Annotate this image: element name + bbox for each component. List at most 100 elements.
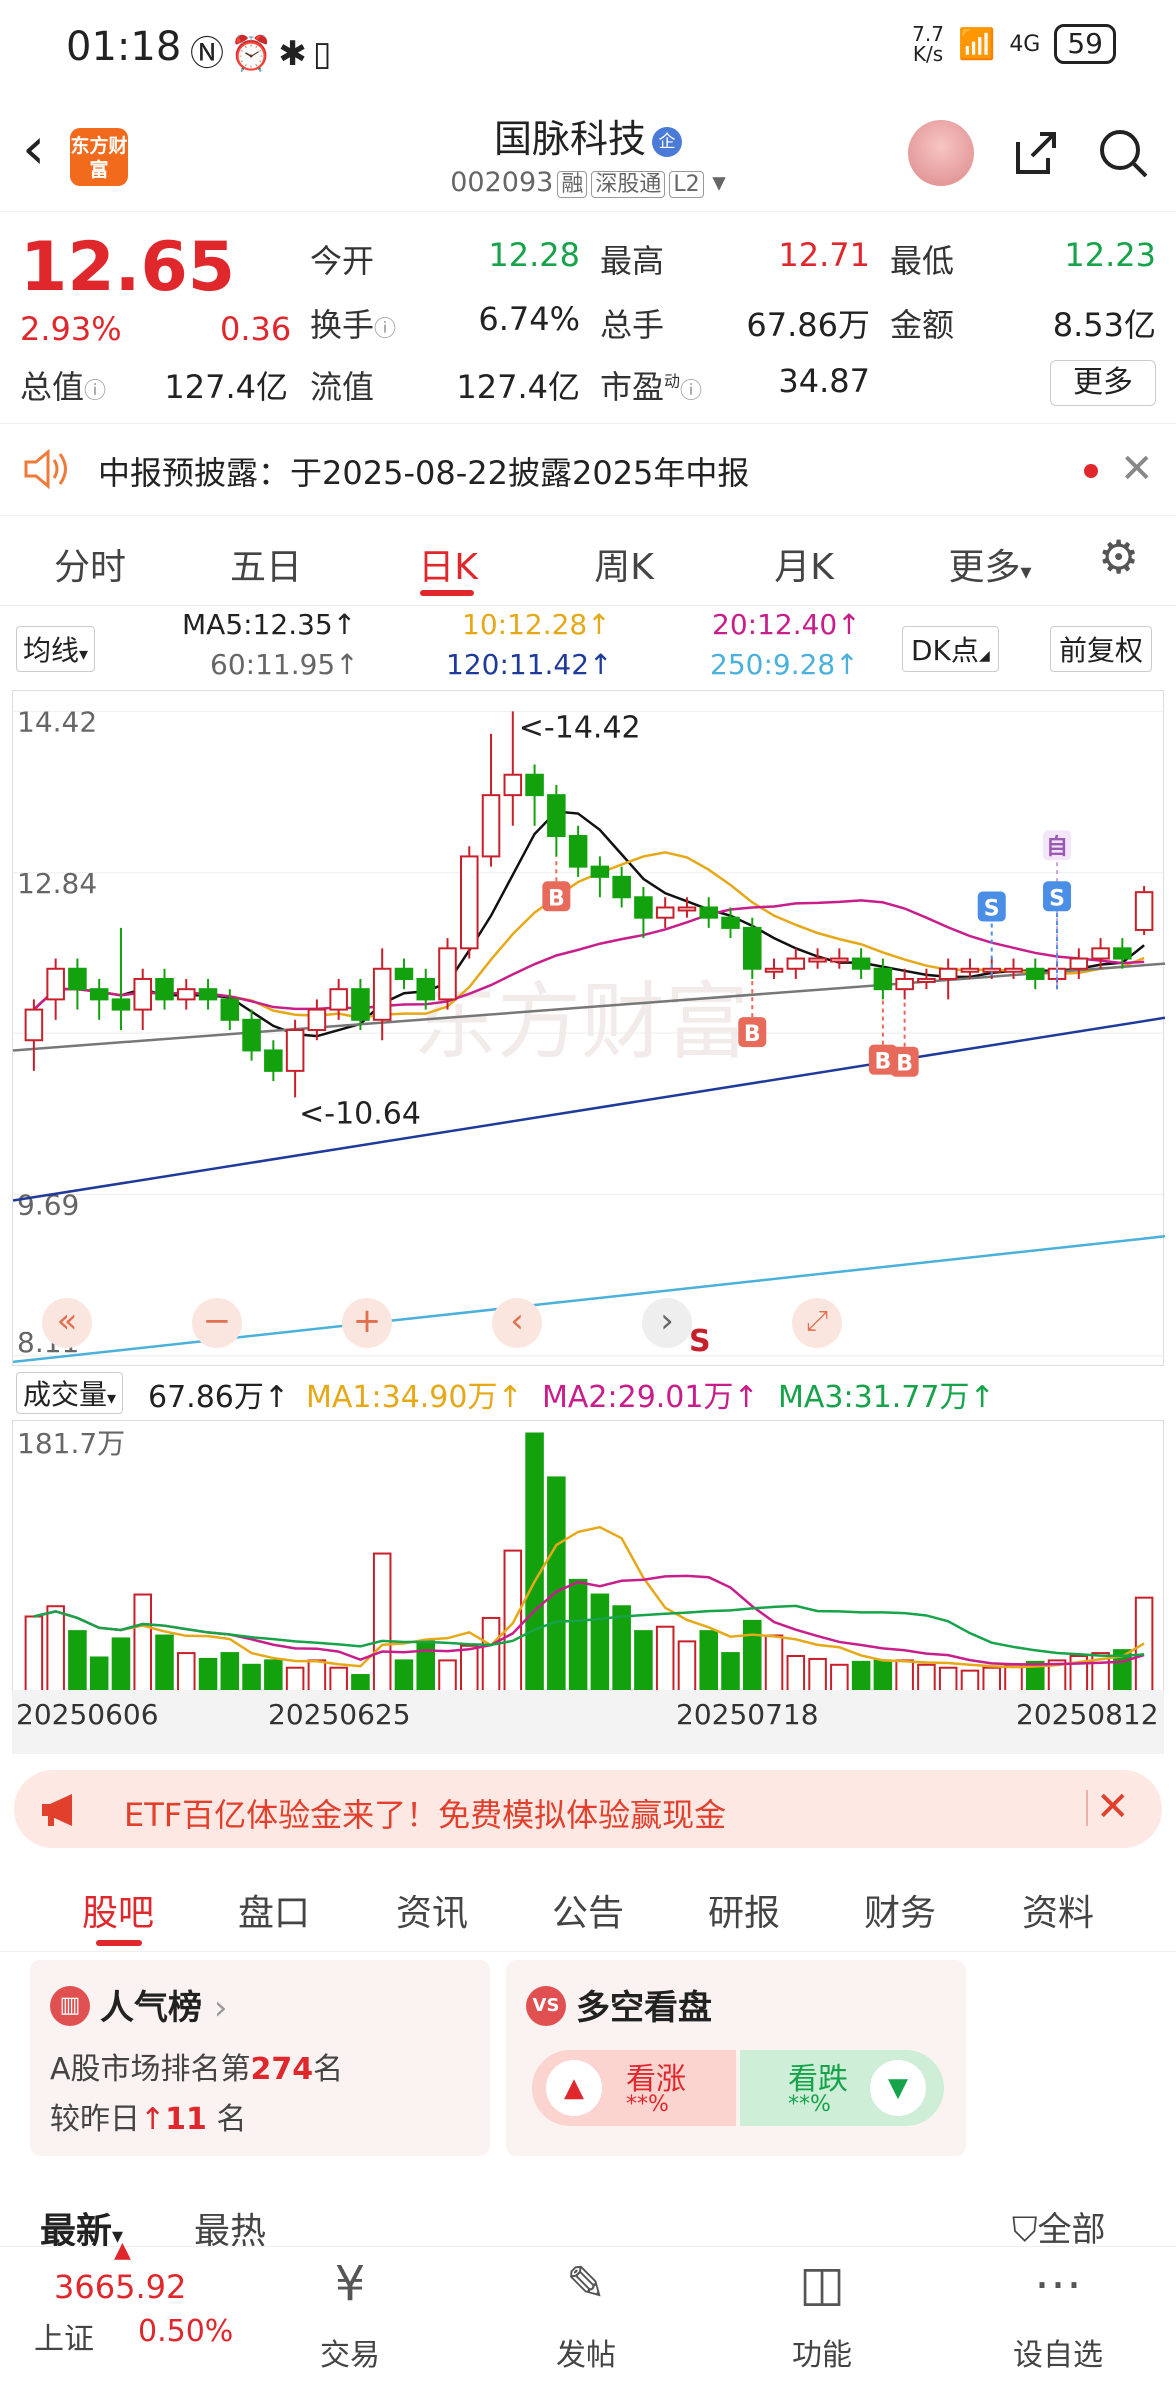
- stock-code-line[interactable]: 002093 融深股通 L2 ▾: [450, 167, 726, 198]
- index-value[interactable]: 3665.92: [54, 2268, 187, 2306]
- close-notice-icon[interactable]: ✕: [1120, 446, 1154, 492]
- trade-icon[interactable]: ¥: [334, 2256, 366, 2312]
- tab-intraday[interactable]: 分时: [53, 547, 126, 588]
- candle-body: [155, 977, 174, 1001]
- nav-trade[interactable]: 交易: [320, 2338, 380, 2373]
- notice-bar[interactable]: [0, 426, 1176, 516]
- subtab-news[interactable]: 资讯: [395, 1893, 468, 1934]
- post-icon[interactable]: ✎: [565, 2256, 607, 2312]
- subtab-announcement[interactable]: 公告: [551, 1893, 624, 1934]
- close-banner-icon[interactable]: ✕: [1096, 1784, 1130, 1830]
- popularity-card[interactable]: [30, 1960, 490, 2156]
- fast-back-icon[interactable]: «: [42, 1298, 92, 1348]
- candle-body: [329, 988, 348, 1011]
- candle-body: [503, 773, 523, 797]
- notice-text: 中报预披露：于2025-08-22披露2025年中报: [98, 454, 750, 492]
- dk-point-toggle[interactable]: DK点◢: [902, 626, 999, 672]
- promo-banner[interactable]: [14, 1770, 1162, 1848]
- high-label: 最高: [600, 242, 665, 280]
- speaker-icon: [24, 448, 67, 490]
- nav-function[interactable]: 功能: [792, 2338, 852, 2373]
- candle-body: [242, 1018, 261, 1052]
- wifi-icon: 📶: [957, 26, 996, 62]
- subtab-finance[interactable]: 财务: [863, 1893, 936, 1934]
- tab-weekly-k[interactable]: 周K: [594, 547, 654, 588]
- candle-body: [699, 906, 719, 919]
- quote-panel: [0, 214, 1176, 424]
- turnover-label: 换手ⓘ: [310, 306, 397, 344]
- subtab-guba[interactable]: 股吧: [81, 1893, 154, 1934]
- promo-text: ETF百亿体验金来了！免费模拟体验赢现金: [124, 1796, 727, 1834]
- candle-body: [525, 773, 544, 797]
- pe-label: 市盈动ⓘ: [600, 368, 703, 406]
- tab-more[interactable]: 更多▾: [948, 547, 1032, 588]
- expand-icon[interactable]: ⤢: [792, 1298, 842, 1348]
- candle-body: [764, 967, 784, 973]
- network-type: 4G: [1009, 31, 1041, 57]
- index-name: 上证: [34, 2322, 94, 2357]
- feed-hot-tab[interactable]: 最热: [194, 2211, 267, 2252]
- share-icon[interactable]: [1010, 128, 1060, 178]
- ma-selector[interactable]: 均线▾: [16, 626, 96, 672]
- back-icon[interactable]: ‹: [22, 114, 46, 182]
- status-time: 01:18: [66, 24, 182, 70]
- signal-marker-label: S: [984, 896, 1000, 921]
- app-logo[interactable]: 东方财富: [70, 128, 128, 186]
- watermark: 东方财富: [413, 973, 749, 1071]
- volume-bar: [525, 1432, 544, 1699]
- candle-body: [372, 967, 392, 1021]
- subtab-profile[interactable]: 资料: [1021, 1893, 1094, 1934]
- candle-body: [1091, 947, 1110, 960]
- volume-indicator-selector[interactable]: 成交量▾: [16, 1372, 124, 1414]
- subtab-pankou[interactable]: 盘口: [237, 1893, 310, 1934]
- assistant-avatar-icon[interactable]: [908, 120, 974, 186]
- candle-body: [68, 967, 87, 991]
- zoom-in-icon[interactable]: +: [342, 1298, 392, 1348]
- ma20-line: [33, 899, 1145, 1011]
- volume-bar: [677, 1640, 697, 1699]
- stock-title: 国脉科技企: [0, 108, 1176, 163]
- nav-add-watchlist[interactable]: 设自选: [1013, 2338, 1103, 2373]
- adjust-forward-toggle[interactable]: 前复权: [1050, 626, 1153, 672]
- tab-daily-k[interactable]: 日K: [418, 547, 478, 588]
- volume-bar: [568, 1578, 588, 1699]
- vol-ma2: MA2:29.01万↑: [542, 1380, 759, 1415]
- volume-bar: [655, 1625, 675, 1699]
- search-icon[interactable]: [1096, 126, 1150, 180]
- tab-five-day[interactable]: 五日: [229, 547, 302, 588]
- scroll-left-icon[interactable]: ‹: [492, 1298, 542, 1348]
- candle-body: [24, 1008, 44, 1042]
- ma20-value: 20:12.40↑: [712, 608, 861, 641]
- signal-marker-label: B: [744, 1022, 761, 1047]
- popularity-title: 人气榜 ›: [100, 1988, 228, 2028]
- nav-post[interactable]: 发帖: [556, 2338, 616, 2373]
- vs-icon: VS: [526, 1986, 566, 2026]
- bottom-nav: [0, 2246, 1176, 2400]
- feed-filter[interactable]: ⛉全部: [1012, 2210, 1106, 2250]
- candle-body: [938, 967, 958, 980]
- feed-latest-tab[interactable]: 最新▾: [40, 2211, 124, 2252]
- signal-marker: [1043, 881, 1072, 912]
- signal-marker-label: B: [874, 1050, 891, 1075]
- rank-change-line: 较昨日↑11 名: [50, 2102, 247, 2137]
- volume-chart[interactable]: 181.7万: [12, 1420, 1164, 1750]
- scroll-right-icon[interactable]: ›: [642, 1298, 692, 1348]
- more-quote-button[interactable]: 更多: [1050, 360, 1156, 406]
- k-line-chart[interactable]: 东方财富 14.42 12.84 9.69 8.11 <-14.42 <-10.64 B B…: [12, 690, 1166, 1366]
- zoom-out-icon[interactable]: −: [192, 1298, 242, 1348]
- sell-marker-bottom: S: [689, 1324, 711, 1359]
- ma120-line: [12, 1016, 1166, 1202]
- add-watchlist-icon[interactable]: ⋯: [1034, 2256, 1082, 2312]
- settings-gear-icon[interactable]: ⚙: [1098, 530, 1140, 584]
- megaphone-icon: [42, 1794, 72, 1826]
- candle-body: [547, 794, 566, 838]
- function-icon[interactable]: ◫: [799, 2256, 845, 2312]
- volume-bar: [699, 1630, 719, 1698]
- subtab-research[interactable]: 研报: [707, 1893, 780, 1934]
- signal-marker: [868, 1044, 897, 1075]
- tab-monthly-k[interactable]: 月K: [774, 547, 834, 588]
- total-value: 127.4亿: [164, 368, 288, 406]
- vol-ma1-line: [33, 1525, 1145, 1669]
- low-label: 最低: [890, 242, 955, 280]
- low-value: 12.23: [1064, 236, 1156, 274]
